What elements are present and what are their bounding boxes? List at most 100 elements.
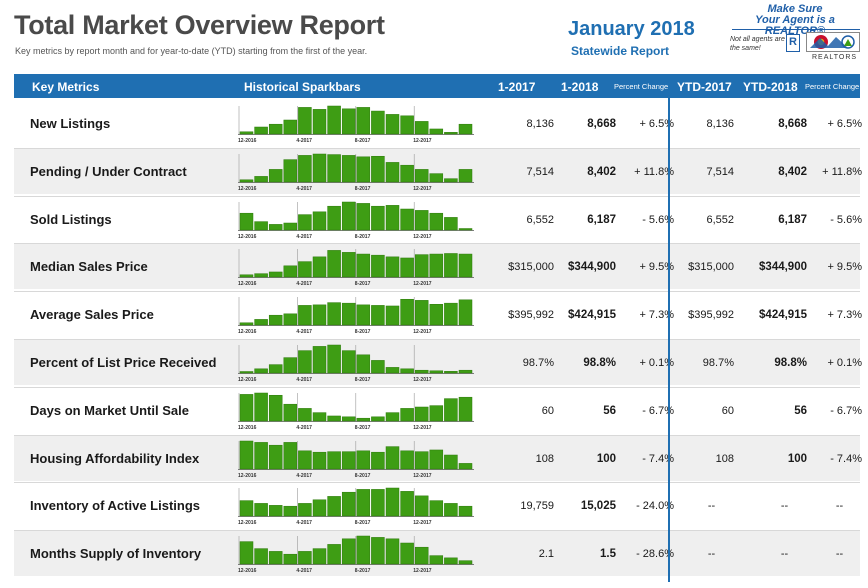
sparkbar-bar (298, 261, 312, 278)
value-cell-ytdpct: + 11.8% (822, 165, 862, 178)
sparkbar-bar (341, 154, 356, 183)
value-cell-ytdpct: + 7.3% (827, 309, 862, 322)
sparkbar-axis-label: 8-2017 (355, 234, 371, 240)
value-cell-ytd2: 8,668 (778, 118, 807, 130)
sparkbar-bar (458, 462, 473, 469)
sparkbar-axis-label: 8-2017 (355, 281, 371, 287)
sparkbar-bar (268, 364, 283, 374)
value-cell-m2: 8,668 (587, 118, 616, 130)
sparkbar-bar (327, 105, 341, 135)
sparkbar-bar (429, 449, 444, 469)
col-month-2018: 1-2018 (561, 80, 599, 94)
value-cell-m1: 6,552 (526, 213, 554, 226)
sparkbar-axis-label: 8-2017 (355, 138, 371, 144)
sparkbar-axis-label: 12-2016 (238, 377, 257, 383)
sparkbar-bar (312, 256, 327, 278)
metric-label: Median Sales Price (30, 259, 148, 275)
sparkbar-axis-label: 12-2016 (238, 568, 257, 574)
col-ytd-percent-change: Percent Change (805, 82, 860, 91)
sparkbar-axis-label: 8-2017 (355, 186, 371, 192)
value-cell-ytdpct: + 9.5% (827, 261, 862, 274)
sparkbar-axis-label: 4-2017 (296, 329, 312, 335)
sparkbar-bar (341, 492, 356, 517)
row-separator (14, 147, 860, 149)
sparkbar-bar (239, 179, 254, 183)
row-separator (14, 339, 860, 340)
sparkbar-chart: 12-2016 4-2017 8-2017 12-2017 (238, 344, 474, 383)
sparkbar-bar (312, 451, 327, 469)
value-cell-ytd2: $424,915 (759, 309, 807, 322)
metric-label: New Listings (30, 116, 111, 131)
sparkbar-axis-label: 4-2017 (296, 234, 312, 240)
sparkbar-bar (429, 304, 444, 326)
value-cell-m1: $315,000 (508, 261, 554, 274)
sparkbar-bar (400, 299, 414, 326)
value-cell-ytd2: $344,900 (759, 261, 807, 274)
value-cell-pct: + 9.5% (639, 261, 674, 274)
sparkbar-axis-label: 8-2017 (355, 425, 371, 431)
value-cell-m2: 1.5 (600, 548, 616, 561)
sparkbar-bar (414, 300, 429, 326)
value-cell-m2: 8,402 (587, 165, 616, 178)
value-cell-ytdpct: - 7.4% (830, 452, 862, 465)
table-row: Housing Affordability Index 12-2016 4-2017… (14, 434, 862, 481)
sparkbar-bar (400, 542, 414, 565)
sparkbar-bar (414, 209, 429, 230)
sparkbar-bar (312, 304, 327, 326)
sparkbar-bar (356, 354, 371, 374)
sparkbar-bar (458, 396, 473, 422)
sparkbar-chart: 12-2016 4-2017 8-2017 12-2017 (238, 440, 474, 479)
table-row: Months Supply of Inventory 12-2016 4-2017 8… (14, 530, 860, 577)
value-cell-m1: 8,136 (526, 118, 554, 130)
sparkbar-bar (400, 258, 414, 278)
sparkbar-chart: 12-2016 4-2017 8-2017 12-2017 (238, 201, 474, 240)
sparkbar-bar (444, 398, 458, 422)
table-row: Sold Listings 12-2016 4-2017 8-2017 12-2017 6… (14, 196, 862, 242)
sparkbar-axis-label: 12-2016 (238, 520, 257, 526)
sparkbar-bar (414, 369, 429, 374)
sparkbar-bar (444, 132, 458, 135)
sparkbar-bar (444, 253, 458, 278)
row-separator (14, 530, 860, 532)
row-separator (14, 291, 860, 293)
sparkbar-axis-label: 4-2017 (296, 186, 312, 192)
sparkbar-bar (371, 255, 385, 278)
value-cell-ytd1: 7,514 (706, 165, 734, 178)
col-percent-change: Percent Change (614, 82, 669, 91)
ytd-divider-line (668, 98, 670, 582)
value-cell-ytd1: 6,552 (706, 213, 734, 226)
value-cell-m2: 98.8% (583, 357, 616, 369)
sparkbar-axis-label: 12-2017 (413, 520, 432, 526)
table-row: Inventory of Active Listings 12-2016 4-201… (14, 482, 860, 528)
sparkbar-bar (429, 405, 444, 422)
value-cell-pct: - 5.6% (642, 213, 674, 226)
sparkbar-bar (239, 371, 254, 374)
sparkbar-bar (444, 371, 458, 374)
sparkbar-bar (458, 369, 473, 374)
sparkbar-bar (414, 254, 429, 278)
col-sparkbars: Historical Sparkbars (244, 80, 361, 94)
empty-cell: -- (780, 548, 789, 561)
report-month: January 2018 (568, 18, 695, 40)
sparkbar-chart: 12-2016 4-2017 8-2017 12-2017 (238, 105, 474, 144)
sparkbar-bar (385, 256, 400, 278)
value-cell-pct: + 7.3% (639, 309, 674, 322)
sparkbar-bar (385, 305, 400, 326)
sparkbar-axis-label: 12-2017 (413, 377, 432, 383)
sparkbar-bar (356, 417, 371, 422)
sparkbar-bar (283, 554, 298, 565)
sparkbar-bar (356, 156, 371, 183)
sparkbar-bar (385, 161, 400, 183)
sparkbar-bar (268, 551, 283, 565)
logo-small-text: Not all agents are the same! (730, 36, 785, 52)
sparkbar-axis-label: 12-2017 (413, 473, 432, 479)
sparkbar-bar (429, 500, 444, 517)
sparkbar-bar (400, 164, 414, 183)
value-cell-m1: 108 (535, 452, 554, 465)
sparkbar-bar (414, 450, 429, 469)
sparkbar-bar (254, 319, 268, 326)
sparkbar-bar (356, 304, 371, 326)
sparkbar-bar (283, 159, 298, 183)
sparkbar-axis-label: 12-2017 (413, 186, 432, 192)
sparkbar-bar (239, 393, 254, 422)
